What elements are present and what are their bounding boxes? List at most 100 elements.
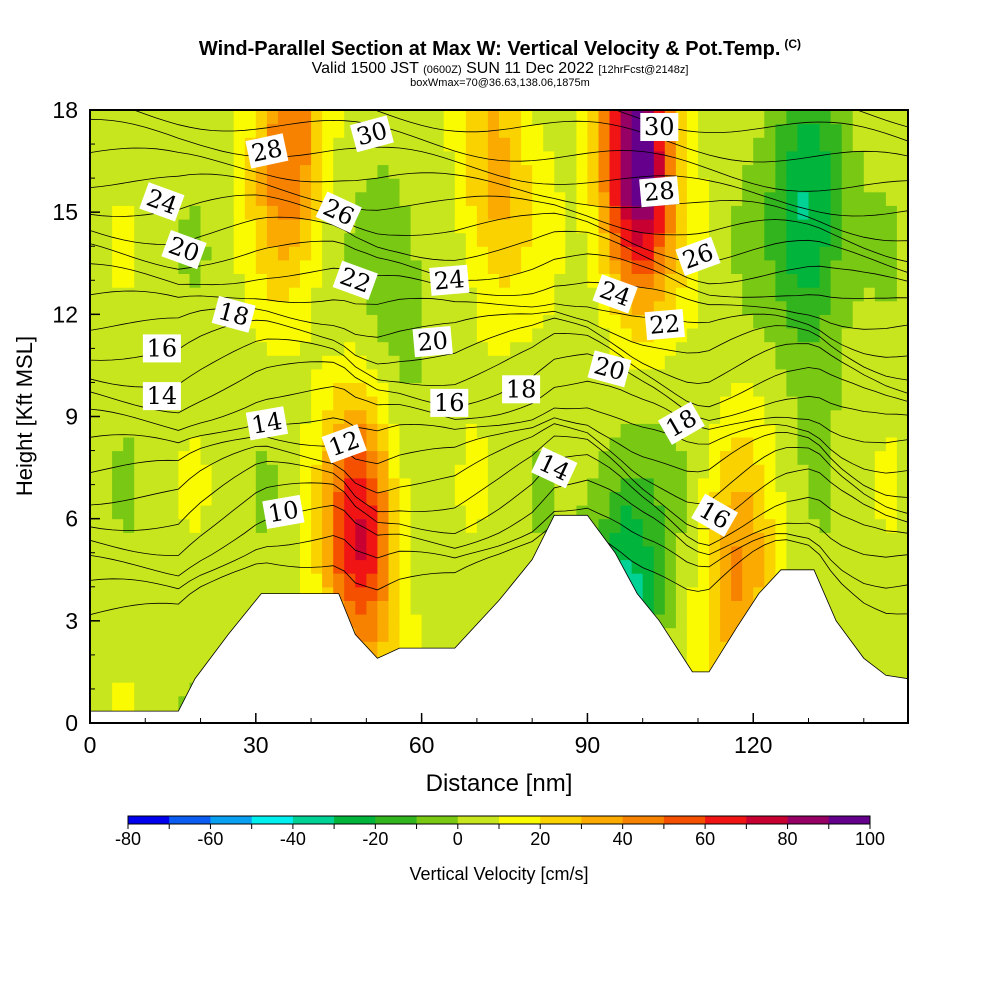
heatmap-cell <box>289 573 301 588</box>
heatmap-cell <box>333 477 345 492</box>
heatmap-cell <box>410 518 423 533</box>
heatmap-cell <box>189 423 202 438</box>
heatmap-cell <box>720 246 732 261</box>
heatmap-cell <box>830 246 843 261</box>
heatmap-cell <box>510 409 522 424</box>
heatmap-cell <box>587 232 600 247</box>
heatmap-cell <box>753 164 765 179</box>
heatmap-cell <box>841 246 854 261</box>
heatmap-cell <box>852 259 865 274</box>
isoline-label-box <box>262 494 305 529</box>
heatmap-cell <box>642 464 655 479</box>
heatmap-cell <box>465 355 478 370</box>
heatmap-cell <box>289 232 301 247</box>
heatmap-cell <box>134 259 146 274</box>
heatmap-cell <box>432 450 445 465</box>
heatmap-cell <box>709 355 721 370</box>
heatmap-cell <box>874 409 887 424</box>
heatmap-cell <box>123 355 135 370</box>
heatmap-cell <box>476 368 489 383</box>
heatmap-cell <box>642 382 655 397</box>
heatmap-cell <box>167 178 180 193</box>
heatmap-cell <box>720 205 732 220</box>
heatmap-cell <box>742 328 754 343</box>
heatmap-cell <box>598 246 611 261</box>
theta-isoline <box>132 110 908 192</box>
heatmap-cell <box>454 205 467 220</box>
heatmap-cell <box>775 300 788 315</box>
heatmap-cell <box>355 477 367 492</box>
heatmap-cell <box>521 273 533 288</box>
heatmap-cell <box>101 191 113 206</box>
heatmap-cell <box>476 518 489 533</box>
heatmap-cell <box>222 328 235 343</box>
heatmap-cell <box>852 219 865 234</box>
heatmap-cell <box>167 518 180 533</box>
heatmap-cell <box>443 532 456 547</box>
heatmap-cell <box>421 423 434 438</box>
heatmap-cell <box>709 477 721 492</box>
heatmap-cell <box>454 110 467 125</box>
heatmap-cell <box>200 368 213 383</box>
heatmap-cell <box>189 219 202 234</box>
isoline-label-box <box>412 325 453 358</box>
heatmap-cell <box>554 409 566 424</box>
heatmap-cell <box>465 573 478 588</box>
heatmap-cell <box>156 409 168 424</box>
heatmap-cell <box>101 450 113 465</box>
heatmap-cell <box>145 682 157 697</box>
heatmap-cell <box>277 259 290 274</box>
heatmap-cell <box>300 491 312 506</box>
heatmap-cell <box>709 273 721 288</box>
heatmap-cell <box>377 341 390 356</box>
heatmap-cell <box>686 164 699 179</box>
heatmap-cell <box>543 355 555 370</box>
heatmap-cell <box>344 600 356 615</box>
heatmap-cell <box>211 423 224 438</box>
heatmap-cell <box>377 219 390 234</box>
heatmap-cell <box>454 600 467 615</box>
heatmap-cell <box>222 355 235 370</box>
heatmap-cell <box>432 191 445 206</box>
heatmap-cell <box>112 450 124 465</box>
heatmap-cell <box>156 300 168 315</box>
heatmap-cell <box>233 219 246 234</box>
heatmap-cell <box>819 246 832 261</box>
heatmap-cell <box>366 246 379 261</box>
heatmap-cell <box>653 436 666 452</box>
heatmap-cell <box>753 491 765 506</box>
heatmap-cell <box>631 150 644 166</box>
heatmap-cell <box>565 382 577 397</box>
heatmap-cell <box>90 164 102 179</box>
heatmap-cell <box>277 436 290 452</box>
heatmap-cell <box>90 368 102 383</box>
heatmap-cell <box>410 627 423 642</box>
heatmap-cell <box>465 246 478 261</box>
heatmap-cell <box>156 682 168 697</box>
heatmap-cell <box>642 205 655 220</box>
heatmap-cell <box>896 300 908 315</box>
heatmap-cell <box>720 382 732 397</box>
heatmap-cell <box>189 178 202 193</box>
heatmap-cell <box>167 110 180 125</box>
heatmap-cell <box>222 246 235 261</box>
heatmap-cell <box>465 164 478 179</box>
heatmap-cell <box>322 300 334 315</box>
heatmap-cell <box>797 559 810 574</box>
heatmap-cell <box>786 545 799 561</box>
heatmap-cell <box>90 423 102 438</box>
heatmap-cell <box>178 423 191 438</box>
heatmap-cell <box>200 614 213 629</box>
heatmap-cell <box>344 314 356 329</box>
heatmap-cell <box>521 246 533 261</box>
heatmap-cell <box>830 477 843 492</box>
heatmap-cell <box>476 191 489 206</box>
isoline-label-box <box>349 115 394 153</box>
heatmap-cell <box>465 368 478 383</box>
heatmap-cell <box>554 328 566 343</box>
heatmap-cell <box>775 396 788 411</box>
heatmap-cell <box>808 259 821 274</box>
heatmap-cell <box>355 600 367 615</box>
heatmap-cell <box>786 287 799 302</box>
heatmap-cell <box>178 191 191 206</box>
